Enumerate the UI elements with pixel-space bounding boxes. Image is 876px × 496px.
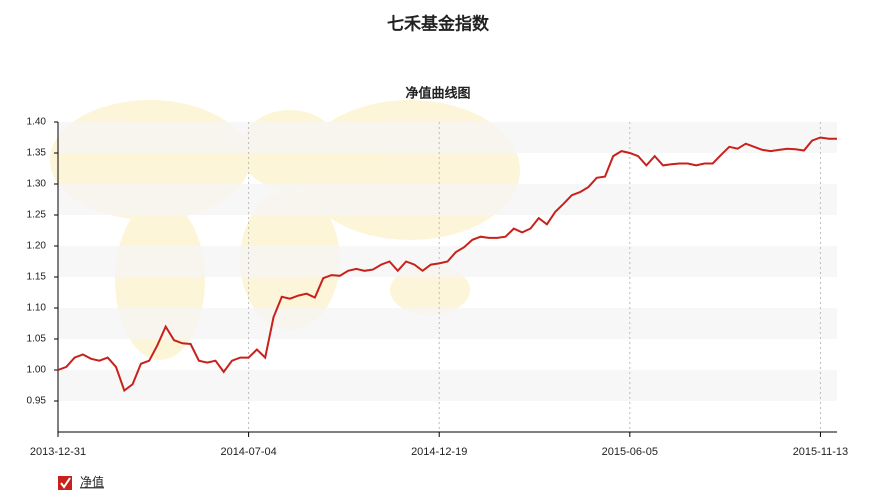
x-tick-label: 2015-06-05	[602, 446, 658, 458]
y-tick-label: 1.25	[27, 210, 47, 221]
y-tick-label: 1.05	[27, 334, 47, 345]
x-tick-label: 2013-12-31	[30, 446, 86, 458]
y-tick-label: 1.10	[27, 303, 47, 314]
chart-subtitle: 净值曲线图	[405, 85, 470, 100]
y-tick-label: 1.15	[27, 272, 47, 283]
grid-band	[58, 308, 837, 339]
grid-band	[58, 122, 837, 153]
grid-band	[58, 370, 837, 401]
y-tick-label: 1.00	[27, 365, 47, 376]
series-line	[57, 136, 837, 393]
x-tick-label: 2014-07-04	[220, 446, 276, 458]
y-tick-label: 1.30	[27, 179, 47, 190]
x-tick-label: 2014-12-19	[411, 446, 467, 458]
grid-band	[58, 184, 837, 215]
y-tick-label: 1.35	[27, 148, 47, 159]
chart-title: 七禾基金指数	[387, 13, 490, 33]
legend-label: 净值	[80, 474, 104, 489]
y-tick-label: 1.20	[27, 241, 47, 252]
x-tick-label: 2015-11-13	[793, 446, 848, 458]
y-tick-label: 0.95	[27, 396, 47, 407]
legend-check	[60, 477, 71, 489]
y-tick-label: 1.40	[27, 117, 47, 128]
